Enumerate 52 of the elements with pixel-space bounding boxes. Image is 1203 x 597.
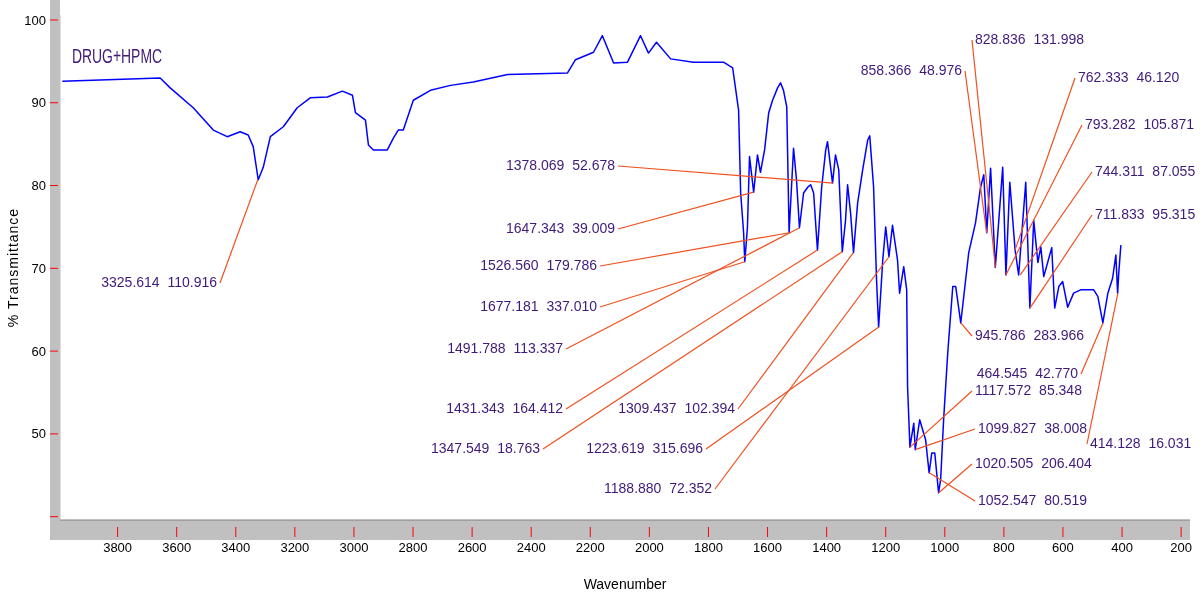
annotation: 793.282 105.871 <box>1085 116 1195 132</box>
annotation: 1347.549 18.763 <box>431 440 541 456</box>
annotation: 414.128 16.031 <box>1090 435 1192 451</box>
x-tick-label: 1800 <box>694 540 723 555</box>
annotation: 1099.827 38.008 <box>978 420 1088 436</box>
annotation: 1677.181 337.010 <box>480 298 598 314</box>
x-tick-label: 1200 <box>871 540 901 555</box>
x-tick-label: 2000 <box>634 540 664 555</box>
y-tick-label: 100 <box>24 12 46 28</box>
annotation: 1491.788 113.337 <box>447 340 564 356</box>
x-tick-label: 800 <box>993 540 1015 555</box>
annotation: 1378.069 52.678 <box>506 157 616 173</box>
annotation: 1431.343 164.412 <box>446 400 564 416</box>
y-tick-label: 50 <box>31 426 46 442</box>
annotation: 744.311 87.055 <box>1095 163 1196 179</box>
y-axis-title: % Transmittance <box>5 207 21 328</box>
x-tick-label: 200 <box>1170 540 1192 555</box>
x-tick-label: 1400 <box>812 540 842 555</box>
x-tick-label: 400 <box>1111 540 1133 555</box>
annotation: 1117.572 85.348 <box>975 382 1083 398</box>
annotation: 1020.505 206.404 <box>975 455 1092 471</box>
annotation: 858.366 48.976 <box>860 62 963 78</box>
x-tick-label: 3000 <box>339 540 369 555</box>
x-tick-label: 1600 <box>753 540 782 555</box>
annotation: 464.545 42.770 <box>976 365 1079 381</box>
x-tick-label: 3600 <box>162 540 192 555</box>
annotation: 1223.619 315.696 <box>586 440 704 456</box>
annotation: 1188.880 72.352 <box>604 480 713 496</box>
annotation: 762.333 46.120 <box>1078 69 1180 85</box>
x-tick-label: 2200 <box>575 540 605 555</box>
x-tick-label: 1000 <box>930 540 960 555</box>
annotation: 945.786 283.966 <box>975 327 1085 343</box>
annotation: 1052.547 80.519 <box>978 492 1088 508</box>
x-tick-label: 2600 <box>457 540 487 555</box>
annotation: 828.836 131.998 <box>975 31 1085 47</box>
x-axis-title: Wavenumber <box>583 576 667 592</box>
x-tick-label: 3800 <box>103 540 133 555</box>
x-tick-label: 2800 <box>398 540 428 555</box>
y-tick-label: 70 <box>31 260 46 276</box>
x-tick-label: 600 <box>1052 540 1074 555</box>
y-tick-label: 90 <box>31 95 46 111</box>
annotation: 3325.614 110.916 <box>101 274 218 290</box>
y-tick-label: 60 <box>31 343 46 359</box>
x-tick-label: 3200 <box>280 540 310 555</box>
x-tick-label: 2400 <box>516 540 546 555</box>
annotation: 1647.343 39.009 <box>506 220 616 236</box>
text: DRUG+HPMC <box>72 45 202 67</box>
y-tick-label: 80 <box>31 178 46 194</box>
annotation: 1526.560 179.786 <box>480 257 598 273</box>
x-tick-label: 3400 <box>221 540 251 555</box>
annotation: 711.833 95.315 <box>1095 206 1196 222</box>
annotation: 1309.437 102.394 <box>618 400 736 416</box>
